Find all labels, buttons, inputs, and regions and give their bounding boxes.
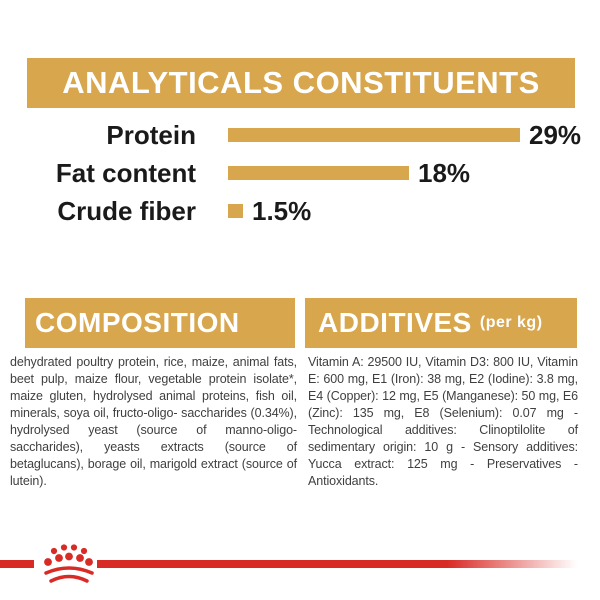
chart-row-crude-fiber: Crude fiber 1.5% (0, 196, 600, 226)
chart-category-label: Crude fiber (57, 195, 196, 226)
composition-title: COMPOSITION (35, 307, 240, 338)
chart-value-label: 1.5% (252, 195, 312, 226)
royal-canin-crown-logo-icon (44, 544, 94, 583)
red-divider-line (97, 560, 577, 568)
analytical-constituents-chart: Protein 29% Fat content 18% Crude fiber 1.5% (0, 120, 600, 234)
additives-title: ADDITIVES (318, 307, 472, 338)
composition-banner: COMPOSITION (25, 298, 295, 348)
analytical-constituents-title: ANALYTICALS CONSTITUENTS (62, 65, 540, 100)
chart-bar (228, 166, 409, 180)
chart-bar (228, 128, 520, 142)
chart-row-protein: Protein 29% (0, 120, 600, 150)
chart-category-label: Protein (106, 119, 196, 150)
chart-value-label: 18% (418, 157, 471, 188)
additives-subtitle: (per kg) (479, 314, 543, 331)
additives-body-text: Vitamin A: 29500 IU, Vitamin D3: 800 IU,… (308, 355, 578, 488)
red-divider-left-segment (0, 560, 34, 568)
additives-banner: ADDITIVES (per kg) (305, 298, 577, 348)
chart-bar (228, 204, 243, 218)
chart-category-label: Fat content (55, 157, 196, 188)
analytical-constituents-banner: ANALYTICALS CONSTITUENTS (27, 58, 575, 108)
chart-value-label: 29% (529, 119, 582, 150)
chart-row-fat-content: Fat content 18% (0, 158, 600, 188)
composition-body-text: dehydrated poultry protein, rice, maize,… (10, 355, 297, 488)
